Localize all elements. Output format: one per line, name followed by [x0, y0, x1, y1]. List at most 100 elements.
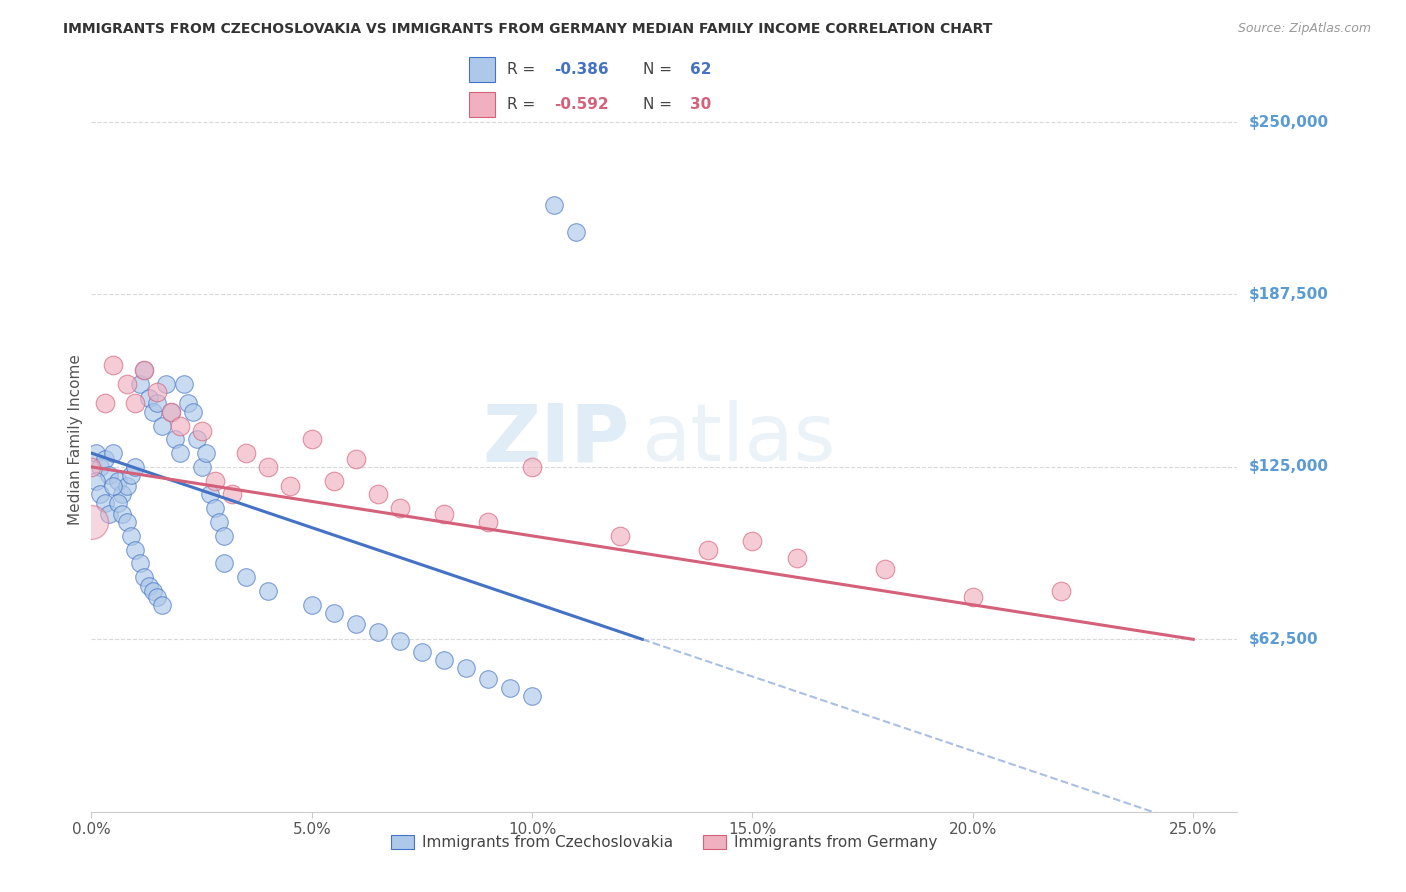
Point	[344, 617, 367, 632]
Point	[103, 446, 125, 460]
Point	[301, 433, 323, 447]
Point	[107, 496, 129, 510]
Point	[146, 396, 169, 410]
Point	[165, 433, 187, 447]
Point	[873, 562, 896, 576]
Point	[80, 515, 103, 529]
Point	[388, 633, 411, 648]
Point	[115, 479, 138, 493]
Point	[367, 625, 389, 640]
Point	[173, 377, 195, 392]
Point	[84, 446, 107, 460]
Point	[454, 661, 477, 675]
Point	[322, 606, 344, 620]
Point	[565, 226, 588, 240]
Point	[142, 405, 165, 419]
Point	[124, 396, 146, 410]
Text: IMMIGRANTS FROM CZECHOSLOVAKIA VS IMMIGRANTS FROM GERMANY MEDIAN FAMILY INCOME C: IMMIGRANTS FROM CZECHOSLOVAKIA VS IMMIGR…	[63, 22, 993, 37]
Text: $250,000: $250,000	[1249, 114, 1329, 129]
Point	[169, 418, 191, 433]
Point	[204, 501, 226, 516]
Text: $62,500: $62,500	[1249, 632, 1317, 647]
Point	[98, 468, 121, 483]
Point	[186, 433, 208, 447]
Point	[543, 198, 565, 212]
Point	[159, 405, 181, 419]
Point	[221, 487, 243, 501]
Point	[388, 501, 411, 516]
Text: Source: ZipAtlas.com: Source: ZipAtlas.com	[1237, 22, 1371, 36]
Point	[169, 446, 191, 460]
Point	[89, 487, 111, 501]
Point	[190, 459, 212, 474]
FancyBboxPatch shape	[468, 92, 495, 118]
Point	[98, 507, 121, 521]
Text: atlas: atlas	[641, 401, 835, 478]
Point	[146, 385, 169, 400]
Point	[120, 529, 142, 543]
Point	[150, 598, 173, 612]
Point	[1050, 584, 1073, 599]
Point	[103, 479, 125, 493]
Point	[93, 451, 115, 466]
Point	[256, 459, 278, 474]
Point	[146, 590, 169, 604]
Point	[107, 474, 129, 488]
Point	[159, 405, 181, 419]
Point	[477, 673, 499, 687]
Point	[138, 578, 160, 592]
Text: R =: R =	[508, 97, 540, 112]
Point	[322, 474, 344, 488]
Text: N =: N =	[643, 97, 676, 112]
Point	[150, 418, 173, 433]
Text: -0.592: -0.592	[554, 97, 609, 112]
Point	[134, 570, 156, 584]
Point	[181, 405, 204, 419]
Point	[520, 459, 543, 474]
Point	[367, 487, 389, 501]
Text: ZIP: ZIP	[482, 401, 630, 478]
Text: -0.386: -0.386	[554, 62, 609, 77]
Point	[235, 570, 257, 584]
Point	[256, 584, 278, 599]
Point	[786, 550, 808, 565]
Point	[93, 396, 115, 410]
Point	[177, 396, 200, 410]
Point	[208, 515, 231, 529]
Point	[124, 542, 146, 557]
Point	[697, 542, 720, 557]
Point	[190, 424, 212, 438]
Point	[301, 598, 323, 612]
Point	[128, 557, 150, 571]
Point	[204, 474, 226, 488]
Point	[103, 358, 125, 372]
Point	[520, 689, 543, 703]
Point	[212, 557, 235, 571]
Point	[115, 377, 138, 392]
Point	[111, 487, 134, 501]
Point	[433, 653, 456, 667]
Point	[115, 515, 138, 529]
Point	[344, 451, 367, 466]
Point	[433, 507, 456, 521]
Point	[155, 377, 177, 392]
Point	[200, 487, 222, 501]
Point	[80, 459, 103, 474]
Point	[962, 590, 984, 604]
Text: 62: 62	[690, 62, 711, 77]
Text: $187,500: $187,500	[1249, 287, 1329, 302]
Text: N =: N =	[643, 62, 676, 77]
Text: 30: 30	[690, 97, 711, 112]
Y-axis label: Median Family Income: Median Family Income	[67, 354, 83, 524]
Point	[138, 391, 160, 405]
Point	[111, 507, 134, 521]
Point	[134, 363, 156, 377]
Point	[235, 446, 257, 460]
Point	[128, 377, 150, 392]
Point	[194, 446, 217, 460]
FancyBboxPatch shape	[468, 57, 495, 82]
Point	[84, 474, 107, 488]
Point	[89, 459, 111, 474]
Point	[609, 529, 631, 543]
Point	[134, 363, 156, 377]
